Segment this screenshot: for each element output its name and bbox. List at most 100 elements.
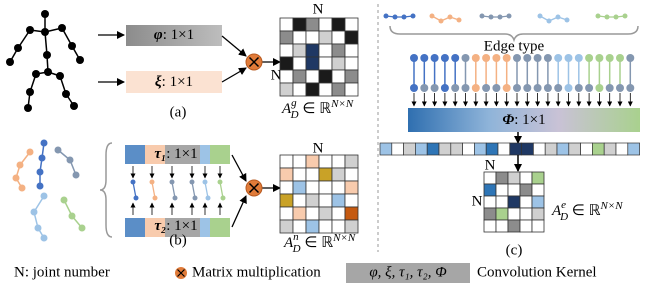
matrix-cell bbox=[319, 194, 332, 207]
bar-segment bbox=[210, 145, 230, 164]
bar-segment bbox=[125, 145, 145, 164]
joint bbox=[39, 155, 46, 162]
joint bbox=[626, 84, 634, 92]
bone bbox=[58, 150, 76, 175]
matrix-cell bbox=[306, 207, 319, 220]
m-sub: D bbox=[290, 109, 299, 121]
joint bbox=[131, 180, 136, 185]
edge-type bbox=[540, 16, 567, 21]
matrix-cell bbox=[332, 220, 345, 233]
joint bbox=[41, 140, 48, 147]
joint bbox=[17, 162, 24, 169]
skeleton-b bbox=[13, 140, 86, 242]
matrix-cell bbox=[293, 194, 306, 207]
matrix-cell bbox=[293, 181, 306, 194]
bone bbox=[34, 196, 44, 238]
joint bbox=[448, 15, 453, 20]
joint bbox=[565, 84, 573, 92]
matrix-cell bbox=[306, 220, 319, 233]
joint bbox=[538, 14, 543, 19]
joint bbox=[393, 15, 398, 20]
matrix-cell bbox=[332, 44, 345, 57]
edges bbox=[410, 54, 634, 106]
kernel-symbol: τ₁ bbox=[154, 146, 166, 162]
joint bbox=[513, 54, 521, 62]
matrix-cell bbox=[520, 184, 532, 196]
edge-types bbox=[384, 14, 628, 24]
joint bbox=[206, 196, 211, 201]
joint bbox=[523, 54, 531, 62]
feature-cell bbox=[569, 143, 581, 155]
matrix-cell bbox=[345, 220, 358, 233]
m-sup: g bbox=[291, 97, 297, 109]
matrix-cell bbox=[319, 31, 332, 44]
kernel-size: : 1×1 bbox=[162, 74, 193, 90]
joint bbox=[37, 183, 44, 190]
joint bbox=[472, 84, 480, 92]
matrix-label: AnD ∈ ℝN×N bbox=[283, 231, 356, 255]
matrix-cell bbox=[332, 83, 345, 96]
matrix-cell bbox=[332, 168, 345, 181]
m-rel: ∈ ℝ bbox=[301, 235, 334, 251]
matrix-cell bbox=[306, 155, 319, 168]
matrix-cell bbox=[280, 18, 293, 31]
edge-type bbox=[598, 16, 625, 17]
joint bbox=[623, 14, 628, 19]
matrix-cell bbox=[293, 44, 306, 57]
matrix-cell bbox=[520, 196, 532, 208]
matrix-cell bbox=[508, 220, 520, 232]
matrix-cell bbox=[332, 57, 345, 70]
feature-cell bbox=[380, 143, 392, 155]
joint bbox=[402, 15, 407, 20]
joint bbox=[37, 169, 44, 176]
matrix-cell bbox=[319, 18, 332, 31]
matrix-cell bbox=[293, 168, 306, 181]
joint bbox=[605, 15, 610, 20]
joint bbox=[13, 175, 20, 182]
matrix-cell bbox=[293, 155, 306, 168]
bar-segment bbox=[210, 218, 230, 237]
axis-label: N bbox=[313, 1, 324, 17]
edge-type bbox=[432, 16, 459, 21]
feature-cell bbox=[392, 143, 404, 155]
joint bbox=[62, 90, 70, 98]
matrix-cell bbox=[280, 168, 293, 181]
feature-cell bbox=[463, 143, 475, 155]
matrix-cell bbox=[293, 83, 306, 96]
joint bbox=[595, 84, 603, 92]
matrix-cell bbox=[319, 207, 332, 220]
joint bbox=[523, 84, 531, 92]
joint bbox=[150, 180, 155, 185]
matrix-cell bbox=[293, 220, 306, 233]
joint bbox=[462, 84, 470, 92]
joint bbox=[41, 10, 49, 18]
m-rel: ∈ ℝ bbox=[568, 203, 601, 219]
joint bbox=[534, 54, 542, 62]
matrix-cell bbox=[345, 44, 358, 57]
matrix-cell bbox=[532, 172, 544, 184]
bar-segment bbox=[200, 218, 210, 237]
matrix-cell bbox=[280, 70, 293, 83]
joint bbox=[384, 14, 389, 19]
joint bbox=[489, 15, 494, 20]
joint bbox=[482, 84, 490, 92]
joint bbox=[79, 225, 86, 232]
kernel-label: φ: 1×1 bbox=[154, 27, 194, 43]
joint bbox=[44, 68, 52, 76]
joint bbox=[507, 14, 512, 19]
joint bbox=[565, 18, 570, 23]
joint bbox=[534, 84, 542, 92]
joint bbox=[556, 15, 561, 20]
matrix-cell bbox=[532, 196, 544, 208]
feature-cell bbox=[427, 143, 439, 155]
matrix-cell bbox=[496, 184, 508, 196]
caption: (c) bbox=[506, 242, 523, 258]
joint bbox=[441, 84, 449, 92]
edge-features bbox=[380, 143, 640, 155]
axis-label: N bbox=[472, 193, 483, 209]
joint bbox=[595, 54, 603, 62]
matrix-cell bbox=[345, 194, 358, 207]
legend-text: Convolution Kernel bbox=[477, 264, 597, 280]
feature-cell bbox=[474, 143, 486, 155]
bone bbox=[40, 143, 44, 186]
